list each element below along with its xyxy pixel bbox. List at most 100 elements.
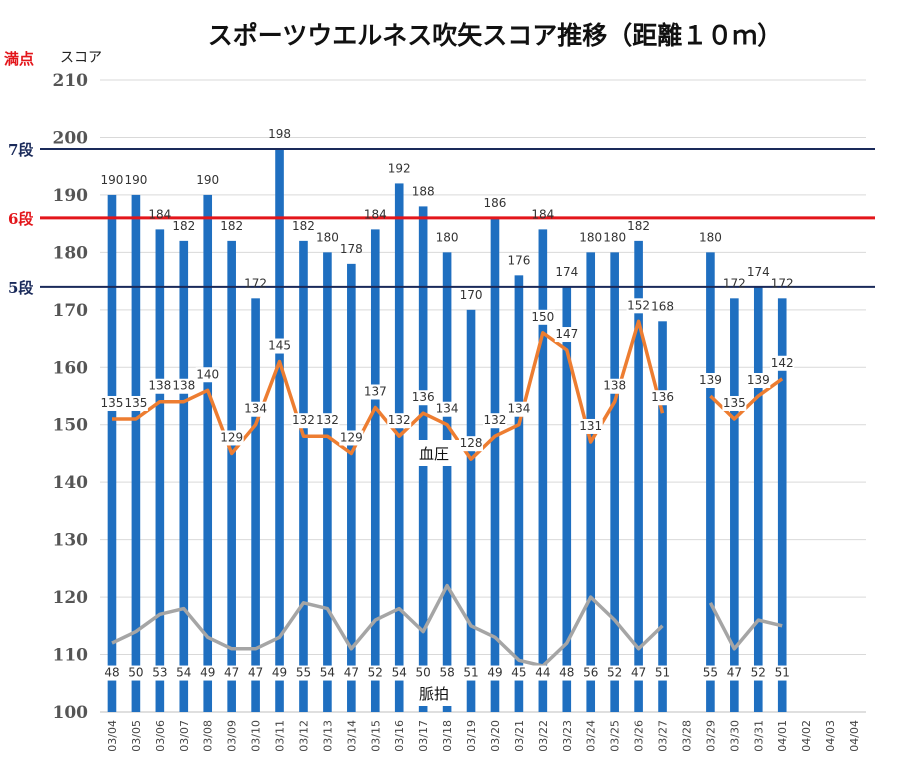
- data-label: 192: [388, 161, 411, 175]
- data-label: 47: [727, 666, 742, 680]
- data-label-bg: [459, 665, 484, 681]
- data-label-bg: [530, 309, 555, 325]
- data-label: 47: [248, 666, 263, 680]
- data-label-bg: [243, 665, 268, 681]
- data-label-bg: [459, 436, 484, 452]
- data-label: 129: [340, 430, 363, 444]
- data-labels: 190 1901841821901821721981821801781841921…: [99, 127, 795, 706]
- x-axis-ticks: 03/04 03/05 03/06 03/07 03/08 03/09 03/10 03/11…: [106, 720, 861, 752]
- data-label: 182: [292, 219, 315, 233]
- data-label-bg: [363, 665, 388, 681]
- legend-label-bg: [408, 440, 460, 466]
- data-label-bg: [411, 665, 436, 681]
- data-label: 56: [583, 666, 598, 680]
- data-label: 47: [224, 666, 239, 680]
- data-label: 51: [775, 666, 790, 680]
- rank-line-label: 5段: [8, 279, 33, 297]
- data-label: 190: [101, 173, 124, 187]
- data-label-bg: [770, 355, 795, 371]
- data-label: 184: [364, 207, 387, 221]
- rank-reference-lines: 7段 6段 5段: [8, 141, 875, 297]
- pulse-label: 脈拍: [419, 685, 449, 703]
- data-label: 132: [388, 413, 411, 427]
- data-label: 54: [176, 666, 191, 680]
- data-label: 47: [344, 666, 359, 680]
- x-tick-label: 03/11: [274, 720, 287, 752]
- data-label-bg: [746, 665, 771, 681]
- data-label: 52: [368, 666, 383, 680]
- data-label-bg: [99, 665, 124, 681]
- data-label: 186: [484, 196, 507, 210]
- data-label: 131: [579, 419, 602, 433]
- x-tick-label: 03/28: [680, 720, 693, 752]
- x-tick-label: 03/29: [704, 720, 717, 752]
- x-tick-label: 03/04: [106, 720, 119, 752]
- data-label: 52: [751, 666, 766, 680]
- data-label-bg: [195, 367, 220, 383]
- data-label-bg: [339, 665, 364, 681]
- data-label-bg: [650, 390, 675, 406]
- data-label: 180: [699, 230, 722, 244]
- data-label: 198: [268, 127, 291, 141]
- data-label-bg: [626, 298, 651, 314]
- data-label: 172: [244, 276, 267, 290]
- x-tick-label: 03/27: [657, 720, 670, 752]
- data-label-bg: [195, 665, 220, 681]
- data-label: 137: [364, 384, 387, 398]
- data-label: 184: [531, 207, 554, 221]
- x-tick-label: 03/13: [321, 720, 334, 752]
- data-label: 139: [699, 373, 722, 387]
- data-label-bg: [267, 338, 292, 354]
- data-label: 180: [579, 230, 602, 244]
- data-label-bg: [339, 430, 364, 446]
- data-label-bg: [554, 665, 579, 681]
- data-label: 53: [152, 666, 167, 680]
- data-label-bg: [219, 430, 244, 446]
- score-bar: [275, 148, 284, 713]
- score-bar: [323, 252, 332, 712]
- score-bar: [155, 229, 165, 712]
- data-label-bg: [554, 327, 579, 343]
- data-label: 139: [747, 373, 770, 387]
- score-bar: [131, 194, 141, 713]
- data-label: 47: [631, 666, 646, 680]
- data-label-bg: [698, 665, 723, 681]
- data-label: 188: [412, 184, 435, 198]
- data-label-bg: [435, 401, 460, 417]
- data-label: 172: [723, 276, 746, 290]
- data-label-bg: [315, 665, 340, 681]
- x-tick-label: 03/20: [489, 720, 502, 752]
- x-tick-label: 03/07: [178, 720, 191, 752]
- y-tick-label: 100: [53, 703, 89, 723]
- data-label-bg: [147, 665, 172, 681]
- data-label-bg: [363, 384, 388, 400]
- x-tick-label: 03/22: [537, 720, 550, 752]
- data-label: 134: [244, 402, 267, 416]
- chart-title: スポーツウエルネス吹矢スコア推移（距離１０ｍ）: [208, 21, 783, 50]
- data-label: 48: [104, 666, 119, 680]
- data-label: 135: [723, 396, 746, 410]
- score-bar: [777, 298, 787, 712]
- data-label: 132: [292, 413, 315, 427]
- data-label: 50: [416, 666, 431, 680]
- x-tick-label: 03/19: [465, 720, 478, 752]
- x-tick-label: 03/10: [250, 720, 263, 752]
- x-tick-label: 03/16: [393, 720, 406, 752]
- y-axis-label: スコア: [60, 50, 102, 66]
- score-bar: [753, 286, 763, 712]
- x-tick-label: 04/04: [848, 720, 861, 752]
- data-label-bg: [243, 401, 268, 417]
- data-label-bg: [698, 373, 723, 388]
- data-label: 140: [196, 367, 219, 381]
- data-label: 182: [172, 219, 195, 233]
- rank-line-label: 6段: [8, 210, 33, 228]
- score-bar: [730, 298, 739, 712]
- data-label: 182: [220, 219, 243, 233]
- data-label-bg: [482, 413, 507, 429]
- data-label: 48: [559, 666, 574, 680]
- data-label-bg: [602, 665, 627, 681]
- x-tick-label: 03/31: [752, 720, 765, 752]
- data-label: 54: [392, 666, 407, 680]
- data-label: 136: [651, 390, 674, 404]
- data-label: 138: [172, 379, 195, 393]
